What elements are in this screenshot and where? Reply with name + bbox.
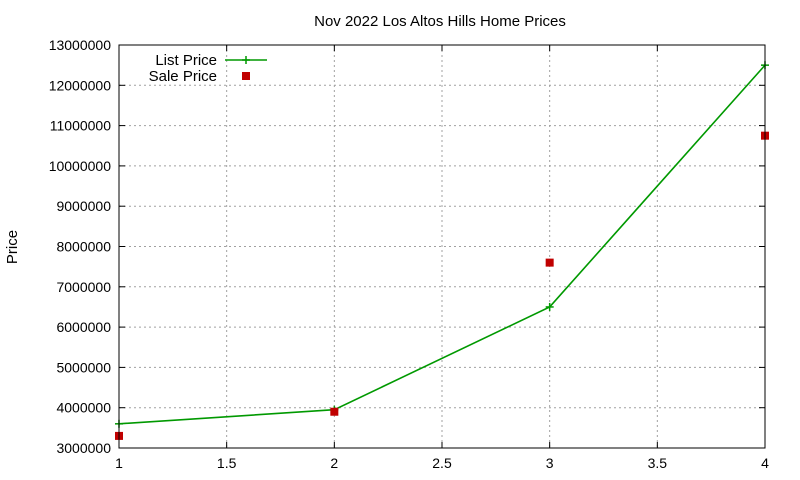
y-tick-label: 10000000 <box>49 158 112 174</box>
y-tick-label: 9000000 <box>56 198 111 214</box>
y-tick-label: 5000000 <box>56 359 111 375</box>
x-tick-label: 3.5 <box>648 455 668 471</box>
grid-lines <box>119 45 765 448</box>
legend-label: Sale Price <box>149 68 217 85</box>
sale-price-point <box>545 258 554 267</box>
y-tick-label: 3000000 <box>56 440 111 456</box>
y-axis-tick-labels: 3000000 4000000 5000000 6000000 7000000 80000… <box>49 37 112 456</box>
y-tick-label: 8000000 <box>56 239 111 255</box>
y-tick-label: 7000000 <box>56 279 111 295</box>
list-price-line <box>118 64 766 425</box>
x-axis-tick-labels: 1 1.5 2 2.5 3 3.5 4 <box>115 455 769 471</box>
list-price-point <box>545 302 554 311</box>
legend-entry-sale-price: Sale Price <box>149 68 250 85</box>
y-tick-label: 4000000 <box>56 400 111 416</box>
legend-marker <box>242 56 250 64</box>
legend-marker <box>242 72 250 80</box>
x-tick-label: 1.5 <box>217 455 237 471</box>
x-tick-label: 2 <box>330 455 338 471</box>
legend-entry-list-price: List Price <box>155 52 267 69</box>
x-tick-label: 2.5 <box>432 455 452 471</box>
x-tick-label: 1 <box>115 455 123 471</box>
y-tick-label: 12000000 <box>49 77 112 93</box>
chart-title: Nov 2022 Los Altos Hills Home Prices <box>314 13 566 30</box>
y-axis-label: Price <box>4 230 21 264</box>
x-tick-label: 3 <box>546 455 554 471</box>
y-tick-label: 6000000 <box>56 319 111 335</box>
y-tick-label: 13000000 <box>49 37 112 53</box>
x-tick-label: 4 <box>761 455 769 471</box>
tick-marks <box>118 44 766 449</box>
sale-price-point <box>330 407 339 416</box>
y-tick-label: 11000000 <box>50 118 111 134</box>
legend-label: List Price <box>155 52 217 69</box>
